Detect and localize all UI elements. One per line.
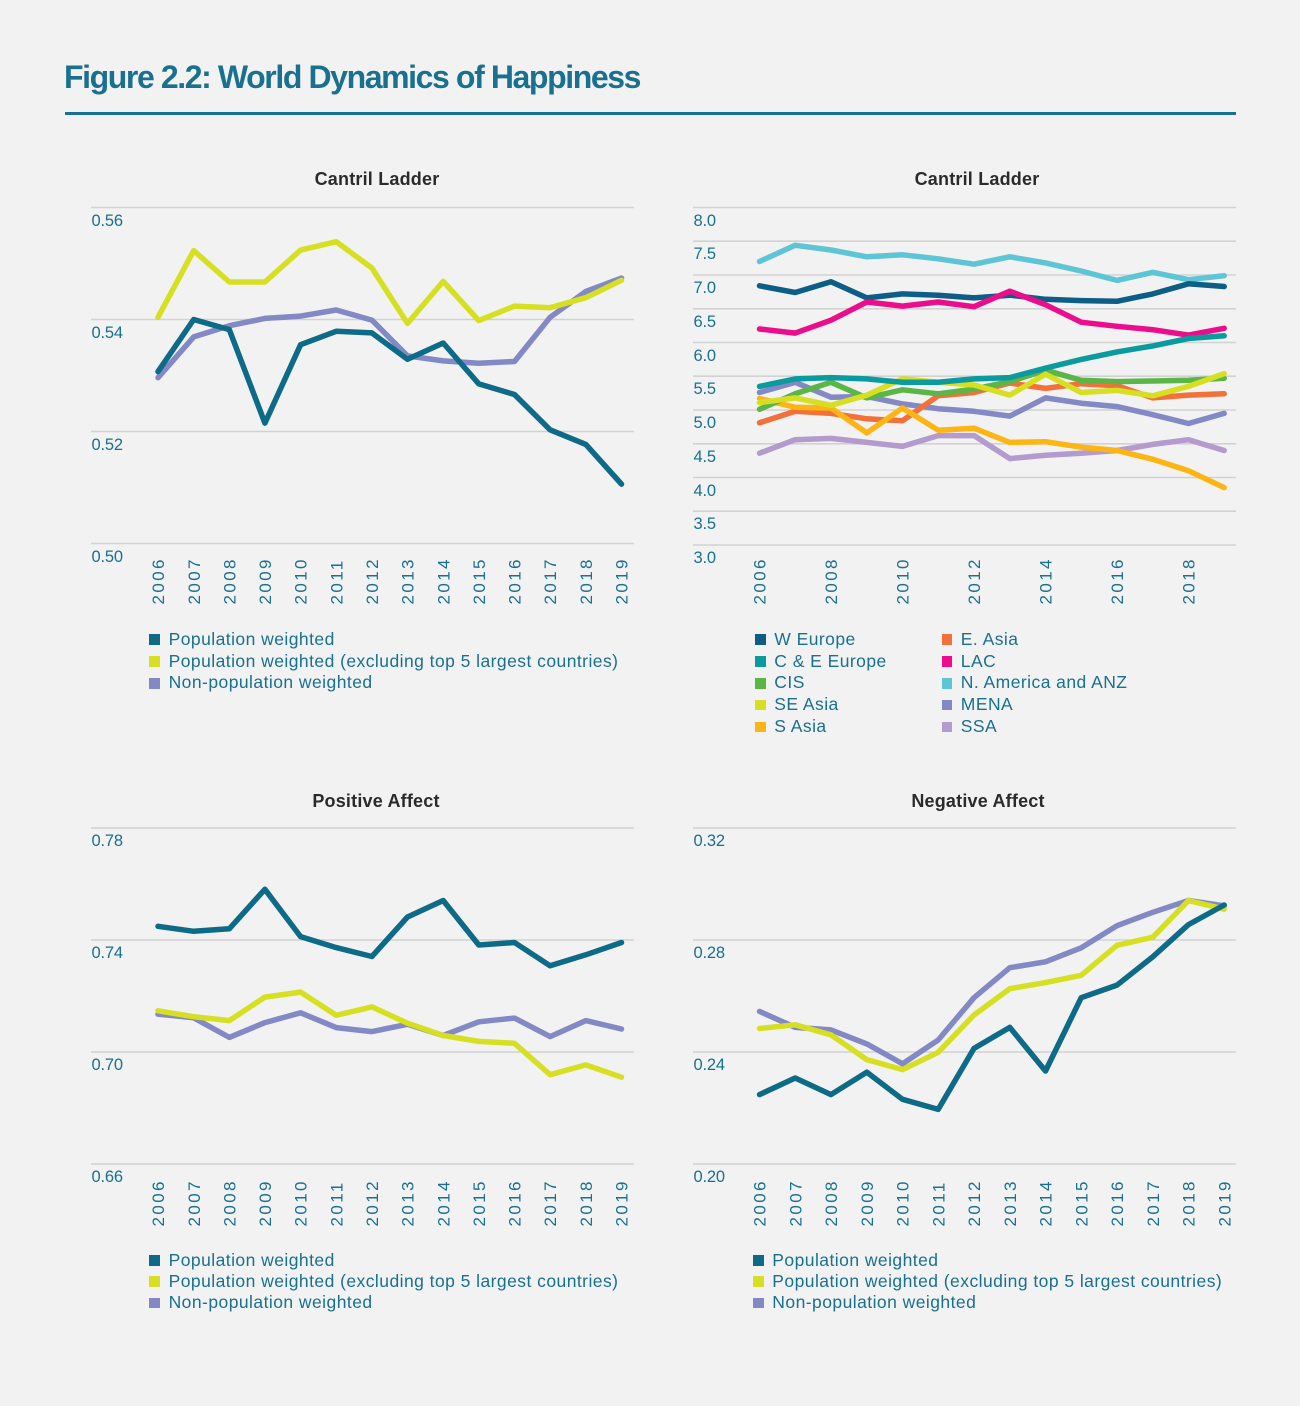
svg-text:2014: 2014 <box>1037 557 1056 604</box>
svg-text:2019: 2019 <box>613 1179 632 1226</box>
svg-text:2015: 2015 <box>1072 1179 1091 1226</box>
svg-text:2010: 2010 <box>292 557 311 604</box>
svg-text:2016: 2016 <box>1108 557 1127 604</box>
svg-text:2007: 2007 <box>786 1179 805 1226</box>
svg-text:2010: 2010 <box>292 1179 311 1226</box>
svg-text:2009: 2009 <box>256 1179 275 1226</box>
svg-text:2016: 2016 <box>506 557 525 604</box>
svg-text:2012: 2012 <box>363 1179 382 1226</box>
svg-text:2010: 2010 <box>894 1179 913 1226</box>
svg-text:2017: 2017 <box>1144 1179 1163 1226</box>
svg-text:2006: 2006 <box>751 1179 770 1226</box>
svg-text:2014: 2014 <box>1037 1179 1056 1226</box>
svg-text:2018: 2018 <box>577 1179 596 1226</box>
svg-text:2013: 2013 <box>399 557 418 604</box>
svg-text:2007: 2007 <box>185 1179 204 1226</box>
svg-text:2019: 2019 <box>1215 1179 1234 1226</box>
svg-text:2014: 2014 <box>434 557 453 604</box>
svg-text:2013: 2013 <box>399 1179 418 1226</box>
svg-text:2016: 2016 <box>506 1179 525 1226</box>
svg-text:2014: 2014 <box>434 1179 453 1226</box>
svg-text:2008: 2008 <box>822 1179 841 1226</box>
svg-text:2006: 2006 <box>751 557 770 604</box>
svg-text:2012: 2012 <box>965 557 984 604</box>
svg-text:2008: 2008 <box>822 557 841 604</box>
svg-text:2019: 2019 <box>613 557 632 604</box>
svg-text:2011: 2011 <box>327 1180 346 1226</box>
svg-text:2018: 2018 <box>577 557 596 604</box>
svg-text:2016: 2016 <box>1108 1179 1127 1226</box>
svg-text:2012: 2012 <box>965 1179 984 1226</box>
svg-text:2006: 2006 <box>149 557 168 604</box>
svg-text:2017: 2017 <box>541 1179 560 1226</box>
svg-text:2013: 2013 <box>1001 1179 1020 1226</box>
svg-text:2006: 2006 <box>149 1179 168 1226</box>
svg-text:2018: 2018 <box>1180 1179 1199 1226</box>
svg-text:2011: 2011 <box>929 1180 948 1226</box>
svg-text:2017: 2017 <box>541 557 560 604</box>
svg-text:2012: 2012 <box>363 557 382 604</box>
svg-text:2015: 2015 <box>470 1179 489 1226</box>
svg-text:2008: 2008 <box>220 1179 239 1226</box>
svg-text:2018: 2018 <box>1180 557 1199 604</box>
svg-text:2008: 2008 <box>220 557 239 604</box>
svg-text:2007: 2007 <box>185 557 204 604</box>
svg-text:2011: 2011 <box>327 558 346 604</box>
svg-text:2010: 2010 <box>894 557 913 604</box>
svg-text:2015: 2015 <box>470 557 489 604</box>
svg-text:2009: 2009 <box>256 557 275 604</box>
svg-text:2009: 2009 <box>858 1179 877 1226</box>
